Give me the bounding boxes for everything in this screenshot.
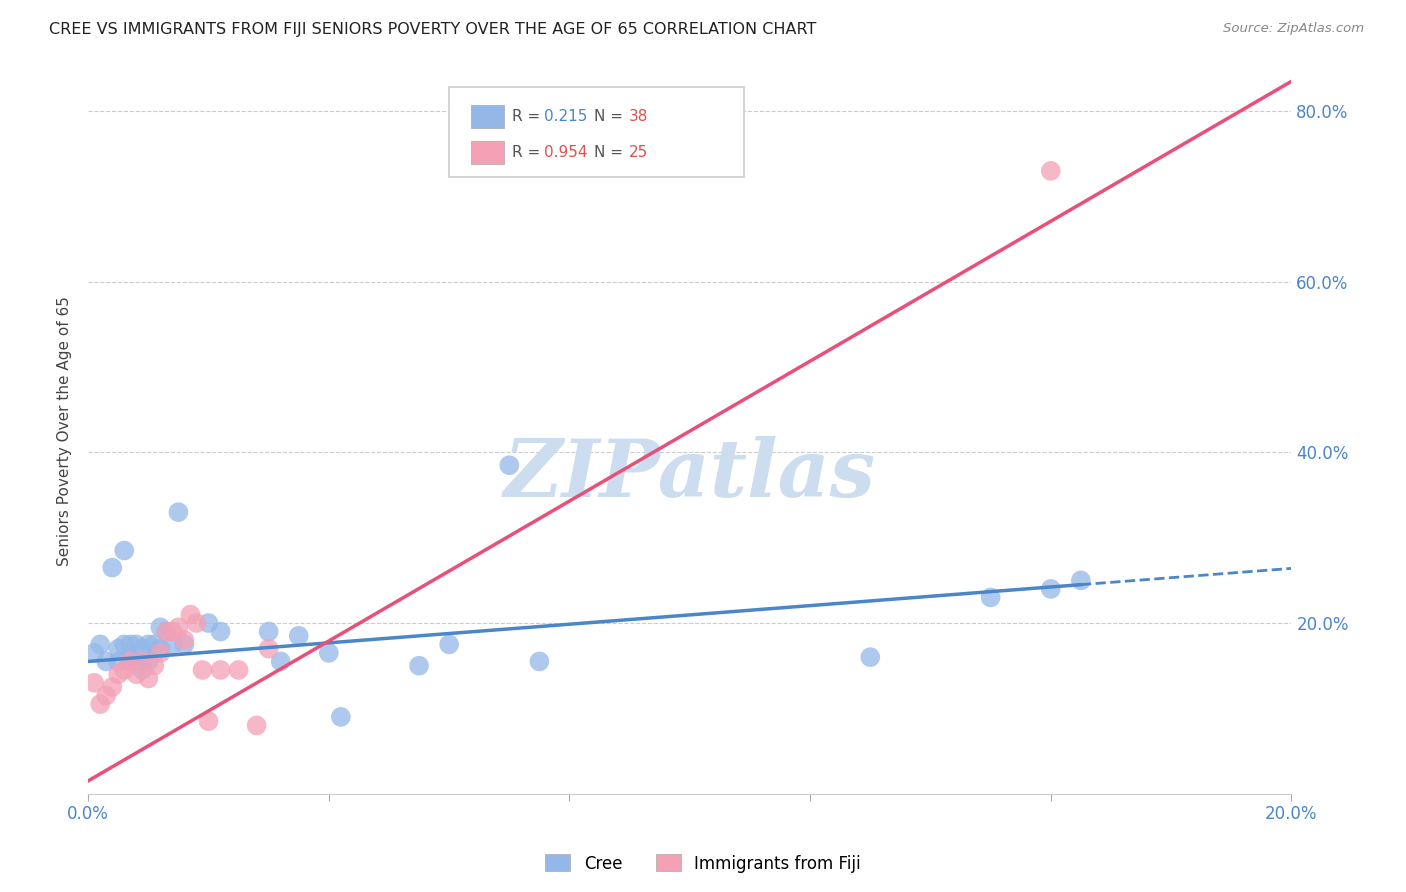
Point <box>167 505 190 519</box>
Point <box>167 620 190 634</box>
Point <box>143 658 166 673</box>
Point <box>131 655 153 669</box>
Text: R =: R = <box>512 109 546 124</box>
FancyBboxPatch shape <box>449 87 744 178</box>
Point <box>1039 582 1062 596</box>
Point <box>120 655 142 669</box>
Point <box>112 637 135 651</box>
Point <box>125 667 148 681</box>
Point <box>179 607 201 622</box>
Text: 25: 25 <box>628 145 648 161</box>
Point <box>155 624 177 639</box>
Point <box>107 667 129 681</box>
Text: 0.215: 0.215 <box>544 109 588 124</box>
Point <box>162 637 184 651</box>
Point <box>197 714 219 728</box>
Point <box>96 655 118 669</box>
Point <box>197 615 219 630</box>
Point <box>101 560 124 574</box>
Point <box>270 655 292 669</box>
Point <box>437 637 460 651</box>
Point <box>162 624 184 639</box>
Point <box>498 458 520 473</box>
Point <box>1039 164 1062 178</box>
Point <box>329 710 352 724</box>
Point <box>246 718 269 732</box>
Point <box>228 663 250 677</box>
Legend: Cree, Immigrants from Fiji: Cree, Immigrants from Fiji <box>538 847 868 880</box>
FancyBboxPatch shape <box>471 141 505 164</box>
Point <box>131 641 153 656</box>
Point <box>318 646 340 660</box>
Point <box>112 663 135 677</box>
Point <box>83 675 105 690</box>
Text: CREE VS IMMIGRANTS FROM FIJI SENIORS POVERTY OVER THE AGE OF 65 CORRELATION CHAR: CREE VS IMMIGRANTS FROM FIJI SENIORS POV… <box>49 22 817 37</box>
Point <box>101 680 124 694</box>
Text: 0.954: 0.954 <box>544 145 588 161</box>
Point <box>131 663 153 677</box>
Point <box>120 655 142 669</box>
Point <box>155 624 177 639</box>
Point <box>408 658 430 673</box>
Text: R =: R = <box>512 145 546 161</box>
Point <box>125 655 148 669</box>
Point <box>107 655 129 669</box>
Point <box>149 646 172 660</box>
Point <box>120 637 142 651</box>
Point <box>96 689 118 703</box>
Point <box>209 624 232 639</box>
Point <box>209 663 232 677</box>
Y-axis label: Seniors Poverty Over the Age of 65: Seniors Poverty Over the Age of 65 <box>58 296 72 566</box>
Point <box>136 655 159 669</box>
Point <box>287 629 309 643</box>
Point <box>136 637 159 651</box>
Point <box>1070 574 1092 588</box>
Point <box>112 543 135 558</box>
Point <box>186 615 208 630</box>
Point <box>143 637 166 651</box>
Point <box>107 641 129 656</box>
Point <box>257 624 280 639</box>
Text: 38: 38 <box>628 109 648 124</box>
Point <box>83 646 105 660</box>
Point <box>173 637 195 651</box>
Point <box>149 620 172 634</box>
Text: ZIPatlas: ZIPatlas <box>503 436 876 514</box>
Point <box>173 633 195 648</box>
Text: N =: N = <box>593 109 627 124</box>
Point <box>136 672 159 686</box>
Text: N =: N = <box>593 145 627 161</box>
Point <box>89 637 111 651</box>
Point <box>191 663 214 677</box>
Point <box>89 697 111 711</box>
Text: Source: ZipAtlas.com: Source: ZipAtlas.com <box>1223 22 1364 36</box>
Point <box>980 591 1002 605</box>
Point <box>529 655 551 669</box>
FancyBboxPatch shape <box>471 104 505 128</box>
Point <box>125 637 148 651</box>
Point <box>257 641 280 656</box>
Point <box>149 641 172 656</box>
Point <box>859 650 882 665</box>
